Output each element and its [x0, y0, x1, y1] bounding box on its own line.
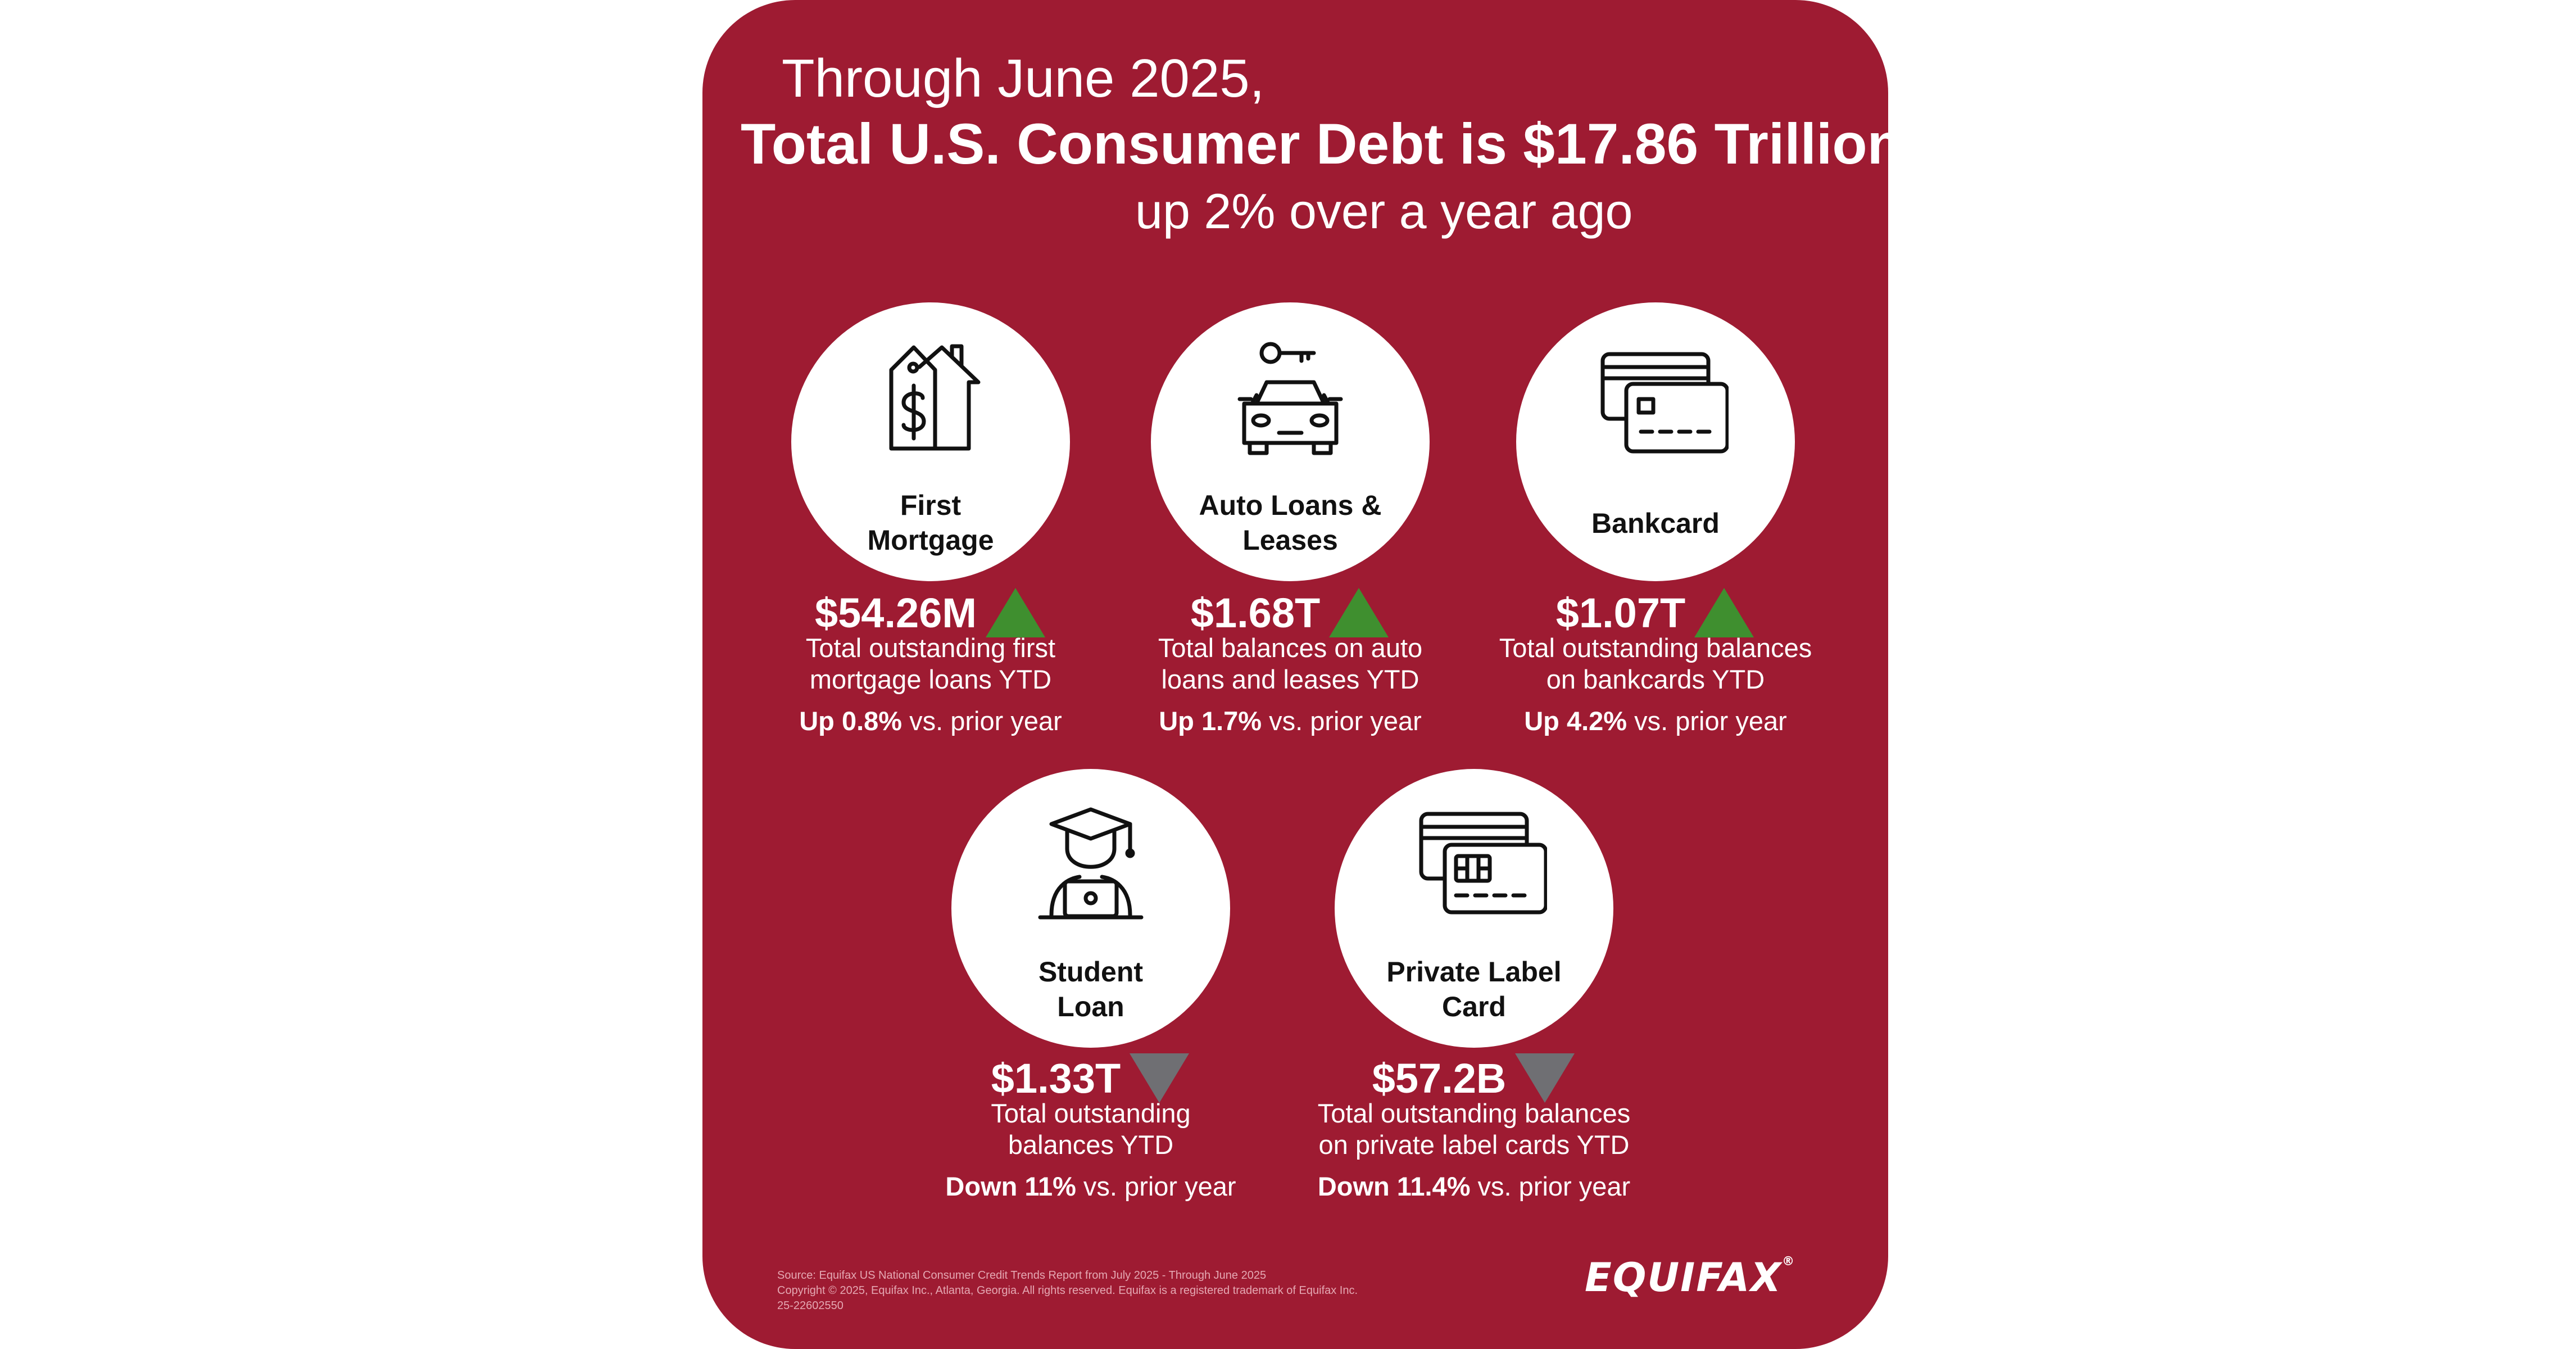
graduate-laptop-icon — [1038, 807, 1144, 920]
card-auto-loans-circle: Auto Loans & Leases — [1151, 302, 1430, 581]
card-change-suffix: vs. prior year — [1627, 706, 1787, 736]
card-private-label-circle: Private Label Card — [1335, 769, 1613, 1048]
header-line-1: Through June 2025, — [782, 48, 1265, 108]
card-change: Down 11.4% vs. prior year — [1294, 1171, 1654, 1202]
card-category-label: First Mortgage — [867, 490, 994, 556]
card-description: Total outstanding balances on bankcards … — [1499, 633, 1812, 694]
card-change-value: Up 1.7% — [1159, 706, 1262, 736]
card-bankcard-amount-row: $1.07T — [1481, 585, 1830, 641]
card-student-loan-circle: Student Loan — [951, 769, 1230, 1048]
trend-up-triangle-icon — [1694, 588, 1754, 637]
card-change-value: Up 4.2% — [1524, 706, 1627, 736]
trend-up-triangle-icon — [1329, 588, 1389, 637]
card-auto-loans-amount-row: $1.68T — [1116, 585, 1464, 641]
credit-cards-icon — [1600, 352, 1729, 454]
card-amount: $1.33T — [991, 1054, 1121, 1102]
card-change: Up 4.2% vs. prior year — [1476, 705, 1835, 737]
card-first-mortgage-circle: First Mortgage — [791, 302, 1070, 581]
card-amount: $57.2B — [1372, 1054, 1507, 1102]
logo-text: EQUIFAX — [1585, 1255, 1783, 1301]
card-student-loan-amount-row: $1.33T — [917, 1050, 1265, 1106]
card-change: Up 1.7% vs. prior year — [1110, 705, 1470, 737]
equifax-logo: EQUIFAX® — [1585, 1255, 1795, 1301]
footer-copyright: Copyright © 2025, Equifax Inc., Atlanta,… — [777, 1284, 1358, 1297]
card-change-value: Up 0.8% — [799, 706, 902, 736]
car-key-icon — [1237, 342, 1343, 455]
trend-down-triangle-icon — [1130, 1053, 1190, 1103]
card-category-label: Bankcard — [1591, 508, 1720, 539]
card-first-mortgage-amount-row: $54.26M — [756, 585, 1105, 641]
card-description: Total balances on auto loans and leases … — [1158, 633, 1423, 694]
card-category-label: Auto Loans & Leases — [1199, 490, 1382, 556]
infographic-panel — [702, 0, 1888, 1349]
card-change: Down 11% vs. prior year — [911, 1171, 1271, 1202]
header-headline: Total U.S. Consumer Debt is $17.86 Trill… — [741, 112, 1902, 176]
card-change-suffix: vs. prior year — [1262, 706, 1422, 736]
card-change-value: Down 11% — [945, 1171, 1076, 1201]
card-change-suffix: vs. prior year — [1076, 1171, 1236, 1201]
card-amount: $1.68T — [1190, 589, 1321, 636]
trend-down-triangle-icon — [1515, 1053, 1575, 1103]
footer-code: 25-22602550 — [777, 1300, 843, 1312]
card-bankcard-circle: Bankcard — [1516, 302, 1795, 581]
card-change-value: Down 11.4% — [1317, 1171, 1471, 1201]
card-amount: $54.26M — [815, 589, 977, 636]
card-category-label: Student Loan — [1038, 956, 1144, 1022]
logo-registered-mark: ® — [1782, 1255, 1796, 1269]
footer-source: Source: Equifax US National Consumer Cre… — [777, 1269, 1267, 1282]
card-change-suffix: vs. prior year — [1470, 1171, 1631, 1201]
card-description: Total outstanding balances on private la… — [1317, 1098, 1631, 1160]
footer-notes: Source: Equifax US National Consumer Cre… — [777, 1268, 1358, 1314]
card-change: Up 0.8% vs. prior year — [751, 705, 1110, 737]
card-amount: $1.07T — [1555, 589, 1686, 636]
card-description: Total outstanding first mortgage loans Y… — [805, 633, 1056, 694]
chip-cards-icon — [1419, 812, 1547, 915]
house-price-tag-icon — [889, 344, 981, 451]
trend-up-triangle-icon — [985, 588, 1045, 637]
card-category-label: Private Label Card — [1386, 956, 1562, 1022]
card-private-label-amount-row: $57.2B — [1300, 1050, 1648, 1106]
card-description: Total outstanding balances YTD — [991, 1098, 1191, 1160]
header-subline: up 2% over a year ago — [1135, 183, 1633, 239]
card-change-suffix: vs. prior year — [902, 706, 1062, 736]
